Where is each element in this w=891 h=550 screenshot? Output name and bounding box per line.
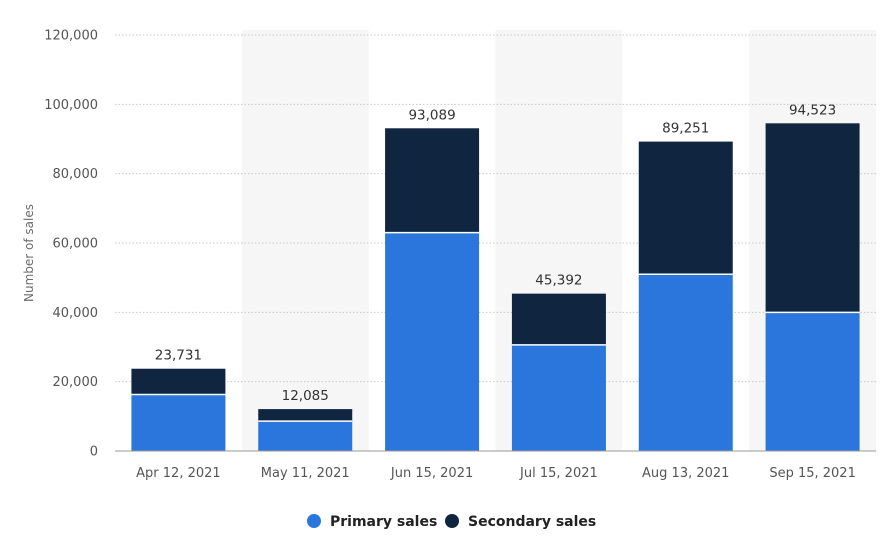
bar-secondary-sales[interactable] xyxy=(638,141,733,275)
y-axis-ticks: 0 20,000 40,000 60,000 80,000 100,000 120,000 xyxy=(44,29,98,460)
x-tick-label: Sep 15, 2021 xyxy=(769,466,856,481)
bar-total-label: 93,089 xyxy=(408,107,455,123)
bar-secondary-sales[interactable] xyxy=(385,128,480,233)
bar-total-label: 23,731 xyxy=(155,348,202,364)
legend-label-secondary[interactable]: Secondary sales xyxy=(468,514,596,530)
bar-primary-sales[interactable] xyxy=(385,232,480,451)
x-tick-label: Aug 13, 2021 xyxy=(642,466,729,481)
bar-primary-sales[interactable] xyxy=(131,394,226,451)
y-tick-label: 0 xyxy=(90,445,98,460)
y-tick-label: 100,000 xyxy=(44,98,98,113)
y-tick-label: 60,000 xyxy=(53,237,99,252)
bar-secondary-sales[interactable] xyxy=(131,368,226,395)
y-axis-title: Number of sales xyxy=(22,204,36,302)
legend-swatch-primary xyxy=(307,514,321,528)
bar-primary-sales[interactable] xyxy=(258,421,353,451)
bar-total-label: 12,085 xyxy=(282,388,329,404)
bar-primary-sales[interactable] xyxy=(765,312,860,451)
bar-total-label: 45,392 xyxy=(535,273,582,289)
y-tick-label: 40,000 xyxy=(53,306,99,321)
gridlines xyxy=(115,34,876,383)
legend: Primary sales Secondary sales xyxy=(307,514,596,530)
category-band xyxy=(241,30,369,451)
x-tick-label: Jul 15, 2021 xyxy=(519,466,598,481)
x-tick-label: Jun 15, 2021 xyxy=(390,466,473,481)
bar-secondary-sales[interactable] xyxy=(511,293,606,345)
bar-secondary-sales[interactable] xyxy=(765,123,860,313)
y-tick-label: 80,000 xyxy=(53,167,99,182)
bar-primary-sales[interactable] xyxy=(511,344,606,451)
bar-total-label: 94,523 xyxy=(789,102,836,118)
x-tick-label: Apr 12, 2021 xyxy=(136,466,221,481)
total-labels: 23,731 12,085 93,089 45,392 89,251 94,523 xyxy=(155,102,836,404)
legend-swatch-secondary xyxy=(445,514,459,528)
x-axis-ticks: Apr 12, 2021 May 11, 2021 Jun 15, 2021 Jul … xyxy=(136,466,856,481)
y-tick-label: 20,000 xyxy=(53,375,99,390)
bar-total-label: 89,251 xyxy=(662,121,709,137)
legend-label-primary[interactable]: Primary sales xyxy=(330,514,437,530)
bar-primary-sales[interactable] xyxy=(638,274,733,451)
bars xyxy=(131,123,860,451)
y-tick-label: 120,000 xyxy=(44,29,98,44)
bar-secondary-sales[interactable] xyxy=(258,409,353,422)
x-tick-label: May 11, 2021 xyxy=(261,466,350,481)
